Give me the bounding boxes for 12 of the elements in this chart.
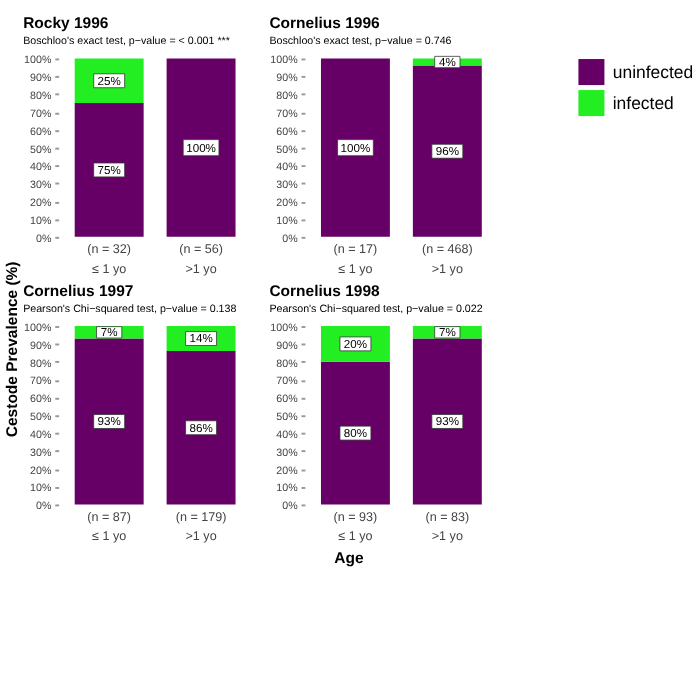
y-axis-title: Cestode Prevalence (%) [3,260,22,438]
chart-title: Cornelius 1997 [23,282,134,301]
legend-label: uninfected [612,61,694,82]
chart-title: Rocky 1996 [23,14,110,33]
bar [320,361,390,505]
x-axis-title: Age [334,548,366,567]
bar [412,338,482,505]
legend-label: infected [612,92,675,113]
bar [74,338,144,505]
bar [166,351,236,505]
chart-title: Cornelius 1998 [269,282,382,301]
chart-title: Cornelius 1996 [269,14,382,33]
